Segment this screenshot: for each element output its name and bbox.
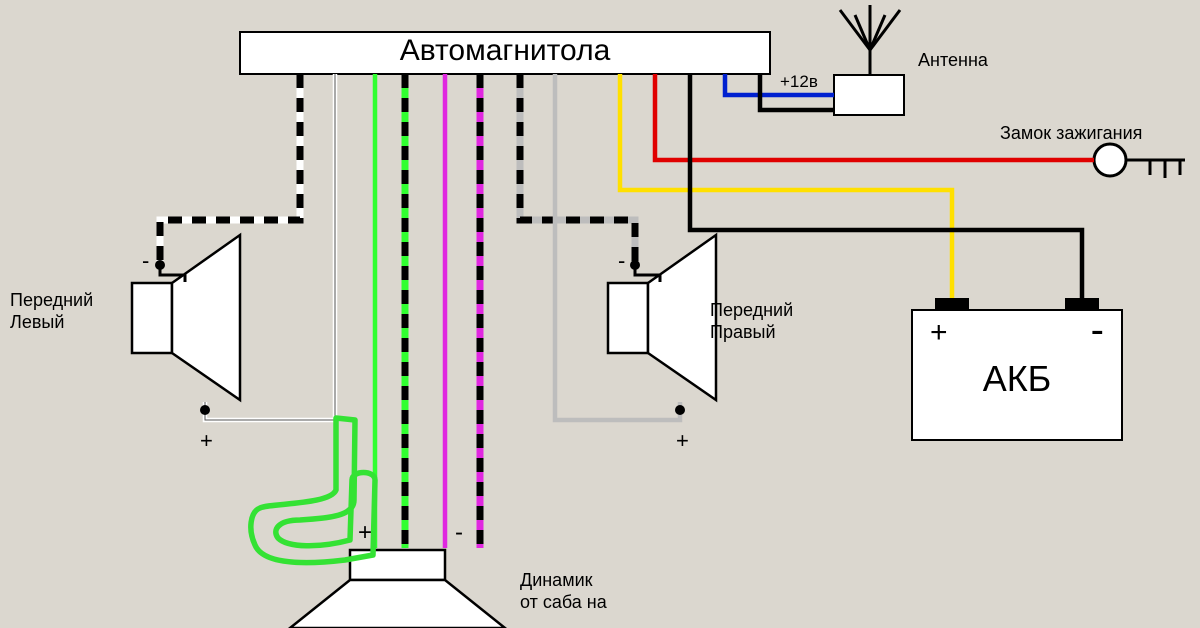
antenna-label: Антенна (918, 50, 988, 72)
head-unit-label-box: Автомагнитола (240, 32, 770, 74)
svg-text:-: - (142, 248, 149, 273)
svg-text:+: + (200, 428, 213, 453)
wire-fr-plus (555, 74, 680, 420)
battery-minus: - (1091, 316, 1104, 350)
svg-text:+: + (358, 519, 372, 546)
antenna-icon (840, 5, 900, 75)
head-unit-label: Автомагнитола (400, 34, 611, 67)
front-left-label: Передний Левый (10, 290, 93, 333)
ignition-key-icon (1094, 144, 1185, 178)
battery-label: АКБ (912, 358, 1122, 400)
ignition-label: Замок зажигания (1000, 123, 1142, 145)
battery-plus: + (930, 316, 948, 350)
battery-text: + - АКБ (912, 310, 1122, 440)
svg-text:-: - (618, 248, 625, 273)
svg-text:-: - (455, 519, 463, 546)
wire-fl-minus (160, 74, 300, 265)
antenna-module (834, 75, 904, 115)
svg-text:+: + (676, 428, 689, 453)
front-right-label: Передний Правый (710, 300, 793, 343)
twelve-v-label: +12в (780, 72, 818, 92)
hand-drawn-green-loop (251, 418, 375, 563)
sub-speaker-label: Динамик от саба на (520, 570, 607, 613)
